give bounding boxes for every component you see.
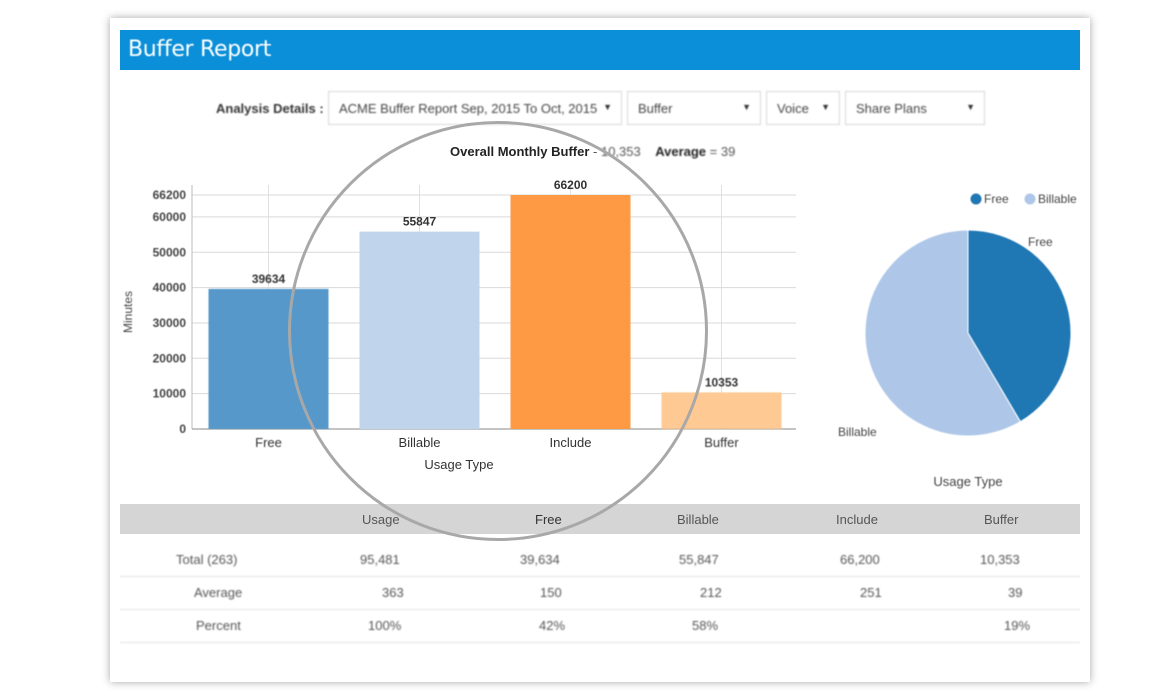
cell-buffer: 39	[1008, 585, 1023, 600]
cell-buffer: 19%	[1004, 618, 1031, 633]
header-buffer: Buffer	[984, 512, 1019, 527]
legend-label-free: Free	[984, 192, 1009, 206]
cell-billable: 55,847	[679, 552, 719, 567]
service-select-value: Voice	[777, 101, 809, 116]
cell-billable: 58%	[692, 618, 719, 633]
table-header: Usage Free Billable Include Buffer	[120, 504, 1080, 534]
data-label-free: 39634	[252, 272, 286, 286]
pie-slice-billable	[864, 229, 1022, 437]
y-tick-label: 66200	[153, 188, 187, 202]
y-tick-label: 20000	[153, 351, 187, 365]
cell-include: 66,200	[840, 552, 880, 567]
type-select[interactable]: Buffer ▼	[627, 91, 761, 125]
table-row: Percent 100% 42% 58% 19%	[120, 610, 1080, 643]
y-tick-label: 40000	[153, 281, 187, 295]
header-free: Free	[535, 512, 562, 527]
report-select-value: ACME Buffer Report Sep, 2015 To Oct, 201…	[339, 101, 598, 116]
row-label: Average	[194, 585, 243, 600]
pie-chart-body: Free Billable Free Billable Usage Type	[838, 192, 1077, 489]
cell-include: 251	[860, 585, 882, 600]
cell-usage: 100%	[368, 618, 402, 633]
analysis-details-label: Analysis Details :	[216, 101, 324, 116]
header-billable: Billable	[677, 512, 719, 527]
bar-include	[510, 195, 631, 429]
plan-select[interactable]: Share Plans ▼	[845, 91, 985, 125]
pie-slice-free	[967, 229, 1072, 423]
plan-select-value: Share Plans	[856, 101, 927, 116]
header-include: Include	[836, 512, 878, 527]
page-title: Buffer Report	[128, 37, 272, 62]
service-select[interactable]: Voice ▼	[766, 91, 840, 125]
chevron-down-icon: ▼	[603, 102, 612, 112]
header-usage: Usage	[362, 512, 400, 527]
average-value: 39	[720, 144, 736, 159]
cell-free: 42%	[539, 618, 566, 633]
x-tick-label-billable: Billable	[399, 435, 441, 450]
x-tick-label-include: Include	[550, 435, 592, 450]
chevron-down-icon: ▼	[821, 102, 830, 112]
y-tick-label: 0	[179, 422, 186, 436]
report-header: Buffer Report	[120, 30, 1080, 70]
cell-usage: 95,481	[360, 552, 400, 567]
overall-buffer-label: Overall Monthly Buffer	[450, 144, 590, 159]
bar-billable	[359, 231, 480, 429]
x-tick-label-buffer: Buffer	[704, 435, 739, 450]
report-card: Buffer Report Analysis Details : ACME Bu…	[110, 18, 1090, 682]
y-axis-title: Minutes	[121, 291, 135, 333]
y-tick-label: 30000	[153, 316, 187, 330]
bar-free	[208, 288, 329, 429]
chevron-down-icon: ▼	[966, 102, 975, 112]
report-select[interactable]: ACME Buffer Report Sep, 2015 To Oct, 201…	[328, 91, 622, 125]
x-tick-label-free: Free	[255, 435, 282, 450]
overall-buffer-value: 10,353	[600, 144, 641, 159]
type-select-value: Buffer	[638, 101, 673, 116]
data-label-buffer: 10353	[705, 375, 739, 389]
table-row: Total (263) 95,481 39,634 55,847 66,200 …	[120, 544, 1080, 577]
average-separator: =	[706, 144, 721, 159]
legend-marker-free	[970, 193, 982, 205]
overall-buffer-summary: Overall Monthly Buffer - 10,353 Average …	[450, 144, 735, 159]
chevron-down-icon: ▼	[742, 102, 751, 112]
legend-label-billable: Billable	[1038, 192, 1077, 206]
cell-buffer: 10,353	[980, 552, 1020, 567]
cell-billable: 212	[700, 585, 722, 600]
bar-chart-body: 0 10000 20000 30000 40000 50000 60000 66200 3963…	[121, 178, 796, 472]
overall-buffer-separator: -	[589, 144, 601, 159]
y-tick-label: 50000	[153, 245, 187, 259]
pie-label-billable: Billable	[838, 425, 877, 439]
y-tick-label: 60000	[153, 210, 187, 224]
cell-usage: 363	[382, 585, 404, 600]
usage-table: Usage Free Billable Include Buffer Total…	[120, 504, 1080, 643]
data-label-include: 66200	[554, 178, 588, 192]
average-label: Average	[655, 144, 707, 159]
row-label: Total (263)	[176, 552, 238, 567]
cell-free: 39,634	[520, 552, 560, 567]
legend-marker-billable	[1024, 193, 1036, 205]
row-label: Percent	[196, 618, 241, 633]
cell-free: 150	[540, 585, 562, 600]
data-label-billable: 55847	[403, 215, 437, 229]
table-row: Average 363 150 212 251 39	[120, 577, 1080, 610]
pie-label-free: Free	[1028, 235, 1053, 249]
bar-buffer	[661, 392, 782, 429]
pie-axis-title: Usage Type	[933, 474, 1002, 489]
usage-bar-chart: 0 10000 20000 30000 40000 50000 60000 66200 3963…	[121, 178, 796, 472]
usage-pie-chart: Free Billable Free Billable Usage Type	[838, 192, 1077, 489]
x-axis-title: Usage Type	[424, 457, 493, 472]
y-tick-label: 10000	[153, 387, 187, 401]
